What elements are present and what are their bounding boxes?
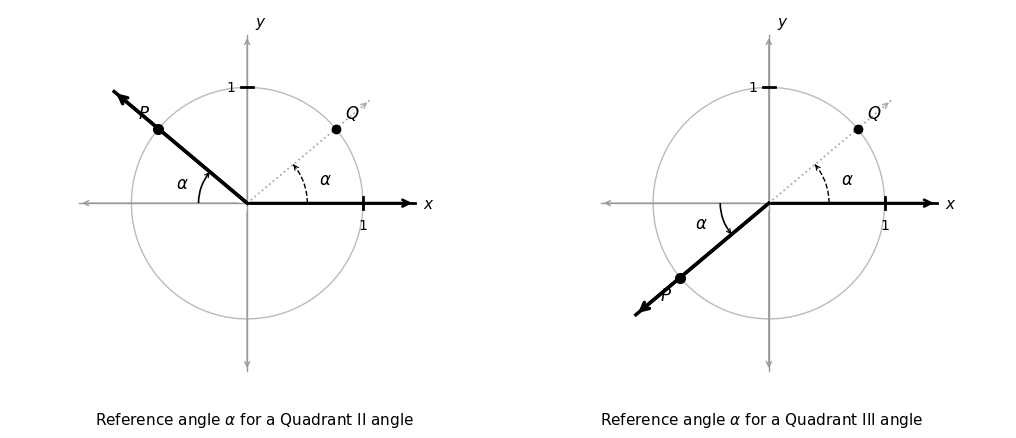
Text: $P$: $P$ bbox=[138, 105, 150, 123]
Text: $x$: $x$ bbox=[945, 196, 956, 211]
Text: 1: 1 bbox=[227, 81, 236, 95]
Text: 1: 1 bbox=[749, 81, 757, 95]
Text: $\alpha$: $\alpha$ bbox=[176, 174, 188, 192]
Text: Reference angle $\alpha$ for a Quadrant III angle: Reference angle $\alpha$ for a Quadrant … bbox=[600, 410, 924, 429]
Text: $\alpha$: $\alpha$ bbox=[841, 171, 853, 189]
Text: Reference angle $\alpha$ for a Quadrant II angle: Reference angle $\alpha$ for a Quadrant … bbox=[94, 410, 414, 429]
Text: $Q$: $Q$ bbox=[867, 103, 881, 123]
Text: $Q$: $Q$ bbox=[345, 103, 360, 123]
Text: 1: 1 bbox=[359, 219, 368, 233]
Text: $\alpha$: $\alpha$ bbox=[695, 215, 708, 233]
Text: $P$: $P$ bbox=[660, 286, 673, 304]
Text: $x$: $x$ bbox=[423, 196, 435, 211]
Text: $\alpha$: $\alpha$ bbox=[319, 171, 332, 189]
Text: $y$: $y$ bbox=[255, 16, 267, 32]
Text: 1: 1 bbox=[880, 219, 889, 233]
Text: $y$: $y$ bbox=[777, 16, 788, 32]
